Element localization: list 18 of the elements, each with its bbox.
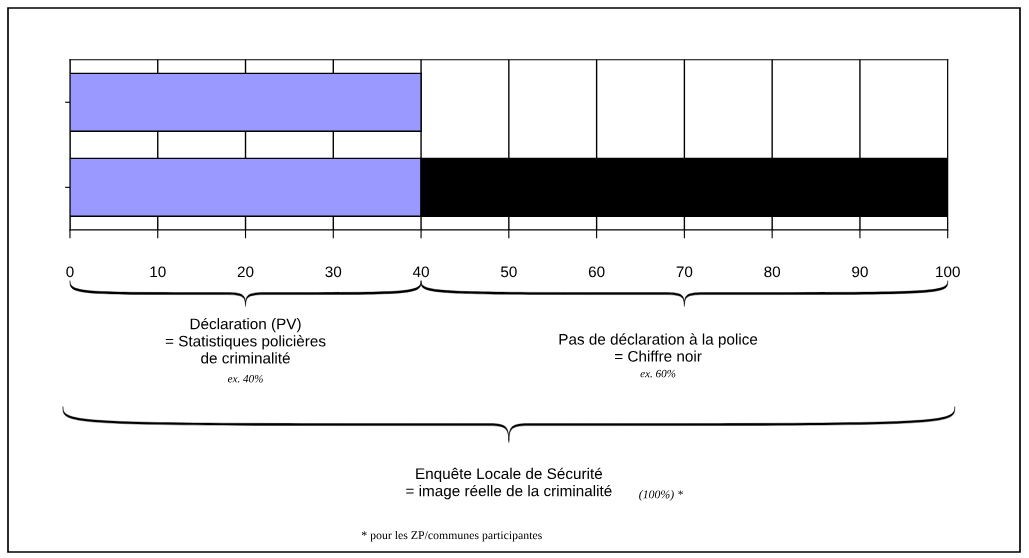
text: (100%) *: [639, 490, 683, 501]
x-tick-label: 70: [676, 266, 693, 278]
text: Pas de déclaration à la police = Chiffre noir: [559, 333, 758, 362]
x-tick-label: 100: [936, 266, 960, 278]
x-tick-label: 0: [66, 266, 74, 278]
text: ex. 40%: [227, 374, 263, 383]
text: * pour les ZP/communes participantes: [361, 530, 542, 542]
x-tick-label: 30: [325, 266, 342, 278]
x-tick-label: 80: [764, 266, 781, 278]
x-tick-label: 20: [237, 266, 254, 278]
x-tick-label: 10: [150, 266, 166, 278]
text: Déclaration (PV) = Statistiques policières de criminalité: [165, 317, 326, 364]
text: ex. 60%: [640, 369, 676, 378]
x-tick-label: 50: [500, 266, 517, 278]
x-tick-label: 40: [412, 266, 429, 278]
text: Enquête Locale de Sécurité = image réelle de la criminalité: [406, 467, 612, 500]
x-tick-label: 60: [588, 266, 605, 278]
x-tick-label: 90: [852, 266, 868, 278]
